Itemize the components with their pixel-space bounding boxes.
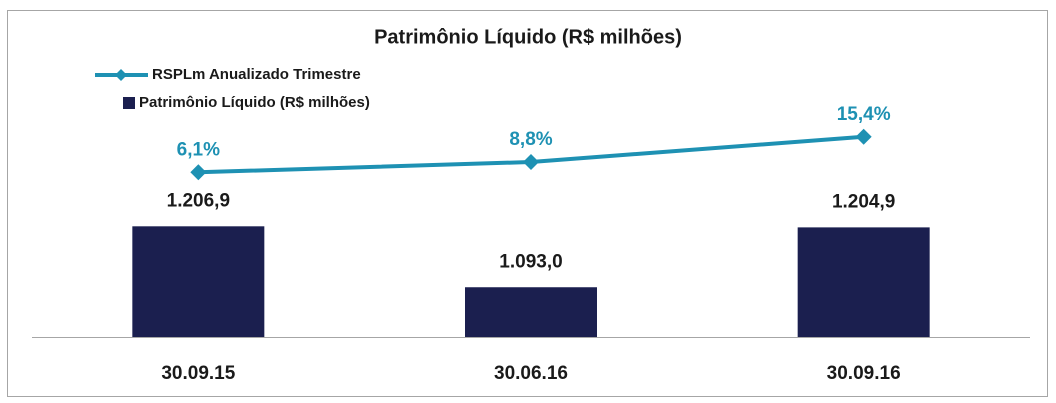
x-tick-label: 30.09.15 [161, 363, 235, 384]
line-marker [855, 128, 872, 145]
data-label: 1.093,0 [499, 251, 562, 272]
bar [797, 227, 930, 337]
data-label: 1.206,9 [167, 190, 230, 211]
bar [465, 287, 597, 337]
legend-label: Patrimônio Líquido (R$ milhões) [139, 94, 370, 111]
line-marker [523, 153, 539, 170]
line-marker [190, 164, 207, 181]
x-tick-label: 30.09.16 [827, 363, 901, 384]
bar [132, 226, 265, 337]
legend-swatch [123, 97, 135, 109]
data-label: 15,4% [837, 104, 891, 125]
chart-title: Patrimônio Líquido (R$ milhões) [374, 26, 682, 48]
x-tick-label: 30.06.16 [494, 363, 568, 384]
data-label: 8,8% [509, 129, 552, 150]
data-label: 1.204,9 [832, 191, 895, 212]
legend-marker [115, 69, 127, 81]
data-label: 6,1% [177, 139, 220, 160]
legend-label: RSPLm Anualizado Trimestre [152, 66, 361, 83]
